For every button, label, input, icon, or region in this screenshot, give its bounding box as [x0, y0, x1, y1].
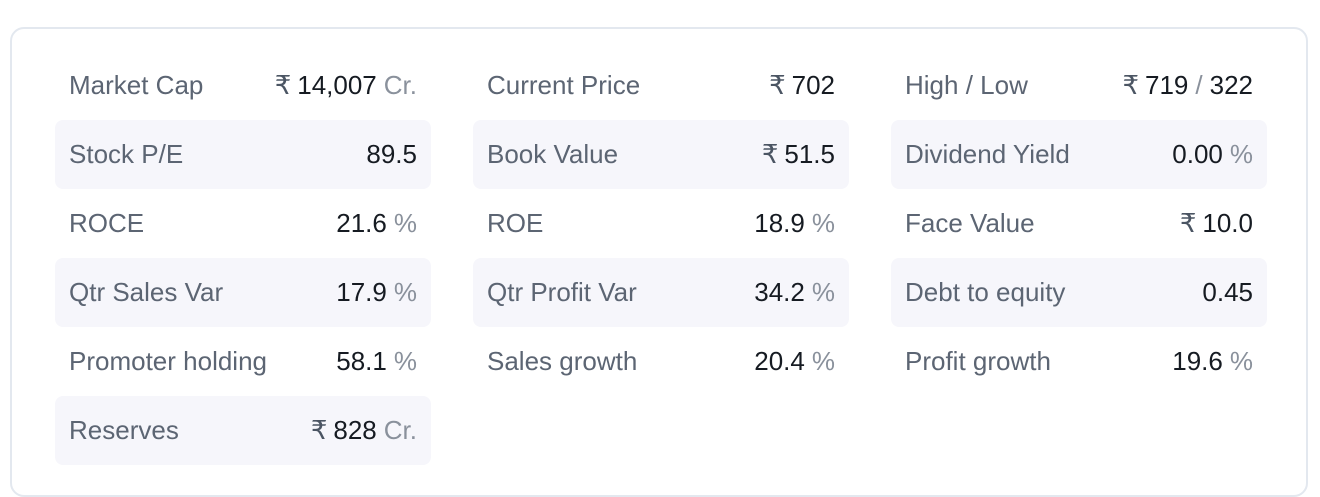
ratio-label: Face Value	[905, 208, 1035, 238]
ratio-qtr-sales-var: Qtr Sales Var 17.9%	[55, 258, 431, 327]
ratio-value: 17.9%	[336, 277, 417, 308]
ratio-value: ₹719/322	[1122, 70, 1253, 101]
ratio-value: 34.2%	[754, 277, 835, 308]
ratio-unit: %	[393, 277, 417, 307]
ratio-number: 51.5	[784, 139, 835, 169]
currency-symbol: ₹	[310, 415, 328, 445]
ratio-label: Debt to equity	[905, 277, 1066, 307]
ratio-unit: Cr.	[383, 415, 417, 445]
ratio-value: 0.00%	[1172, 139, 1253, 170]
ratio-high-low: High / Low ₹719/322	[891, 51, 1267, 120]
ratio-number: 58.1	[336, 346, 387, 376]
ratio-number: 828	[333, 415, 377, 445]
ratio-label: Promoter holding	[69, 346, 267, 376]
ratios-grid: Market Cap ₹14,007 Cr. Current Price ₹702…	[55, 51, 1267, 465]
ratio-label: High / Low	[905, 70, 1028, 100]
ratio-value: ₹51.5	[762, 139, 835, 170]
ratio-label: ROCE	[69, 208, 145, 238]
ratio-roe: ROE 18.9%	[473, 189, 849, 258]
ratio-label: Sales growth	[487, 346, 638, 376]
ratio-separator: /	[1195, 70, 1203, 100]
ratio-value: ₹10.0	[1180, 208, 1253, 239]
currency-symbol: ₹	[769, 70, 786, 100]
currency-symbol: ₹	[1179, 208, 1197, 238]
ratio-market-cap: Market Cap ₹14,007 Cr.	[55, 51, 431, 120]
ratio-number: 17.9	[336, 277, 387, 307]
ratio-unit: %	[1229, 139, 1253, 169]
ratio-value: ₹702	[769, 70, 835, 101]
ratio-unit: %	[811, 208, 835, 238]
ratio-roce: ROCE 21.6%	[55, 189, 431, 258]
ratio-label: Market Cap	[69, 70, 204, 100]
ratio-current-price: Current Price ₹702	[473, 51, 849, 120]
currency-symbol: ₹	[274, 70, 292, 100]
ratio-label: Qtr Profit Var	[487, 277, 637, 307]
ratio-stock-pe: Stock P/E 89.5	[55, 120, 431, 189]
ratio-debt-to-equity: Debt to equity 0.45	[891, 258, 1267, 327]
ratio-number: 89.5	[366, 139, 417, 169]
ratio-value: 89.5	[366, 139, 417, 170]
ratio-value: 21.6%	[336, 208, 417, 239]
company-ratios-card: Market Cap ₹14,007 Cr. Current Price ₹702…	[10, 27, 1308, 497]
ratio-label: Book Value	[487, 139, 619, 169]
ratio-sales-growth: Sales growth 20.4%	[473, 327, 849, 396]
ratio-reserves: Reserves ₹828 Cr.	[55, 396, 431, 465]
ratio-number: 34.2	[754, 277, 805, 307]
ratio-label: Reserves	[69, 415, 179, 445]
ratio-number: 20.4	[754, 346, 805, 376]
ratio-unit: %	[811, 277, 835, 307]
ratio-unit: %	[1229, 346, 1253, 376]
ratio-number: 19.6	[1172, 346, 1223, 376]
ratio-value: ₹14,007 Cr.	[275, 70, 417, 101]
currency-symbol: ₹	[761, 139, 779, 169]
ratio-label: Dividend Yield	[905, 139, 1070, 169]
ratio-label: Stock P/E	[69, 139, 184, 169]
ratio-unit: Cr.	[383, 70, 417, 100]
ratio-number: 21.6	[336, 208, 387, 238]
ratio-number: 10.0	[1202, 208, 1253, 238]
ratio-face-value: Face Value ₹10.0	[891, 189, 1267, 258]
ratio-unit: %	[811, 346, 835, 376]
ratio-label: Profit growth	[905, 346, 1051, 376]
ratio-number: 702	[791, 70, 835, 100]
ratio-number: 18.9	[754, 208, 805, 238]
ratio-value: 0.45	[1202, 277, 1253, 308]
ratio-unit: %	[393, 346, 417, 376]
ratio-profit-growth: Profit growth 19.6%	[891, 327, 1267, 396]
ratio-number-high: 719	[1144, 70, 1189, 100]
ratio-number: 14,007	[297, 70, 377, 100]
ratio-number: 0.45	[1202, 277, 1253, 307]
ratio-value: 58.1%	[336, 346, 417, 377]
ratio-value: 18.9%	[754, 208, 835, 239]
ratio-number-low: 322	[1209, 70, 1253, 100]
ratio-label: Qtr Sales Var	[69, 277, 224, 307]
ratio-value: 19.6%	[1172, 346, 1253, 377]
ratio-label: ROE	[487, 208, 544, 238]
currency-symbol: ₹	[1122, 70, 1139, 100]
ratio-unit: %	[393, 208, 417, 238]
ratio-qtr-profit-var: Qtr Profit Var 34.2%	[473, 258, 849, 327]
ratio-promoter-holding: Promoter holding 58.1%	[55, 327, 431, 396]
ratio-value: ₹828 Cr.	[311, 415, 417, 446]
ratio-book-value: Book Value ₹51.5	[473, 120, 849, 189]
ratio-value: 20.4%	[754, 346, 835, 377]
ratio-dividend-yield: Dividend Yield 0.00%	[891, 120, 1267, 189]
ratio-label: Current Price	[487, 70, 641, 100]
ratio-number: 0.00	[1172, 139, 1223, 169]
